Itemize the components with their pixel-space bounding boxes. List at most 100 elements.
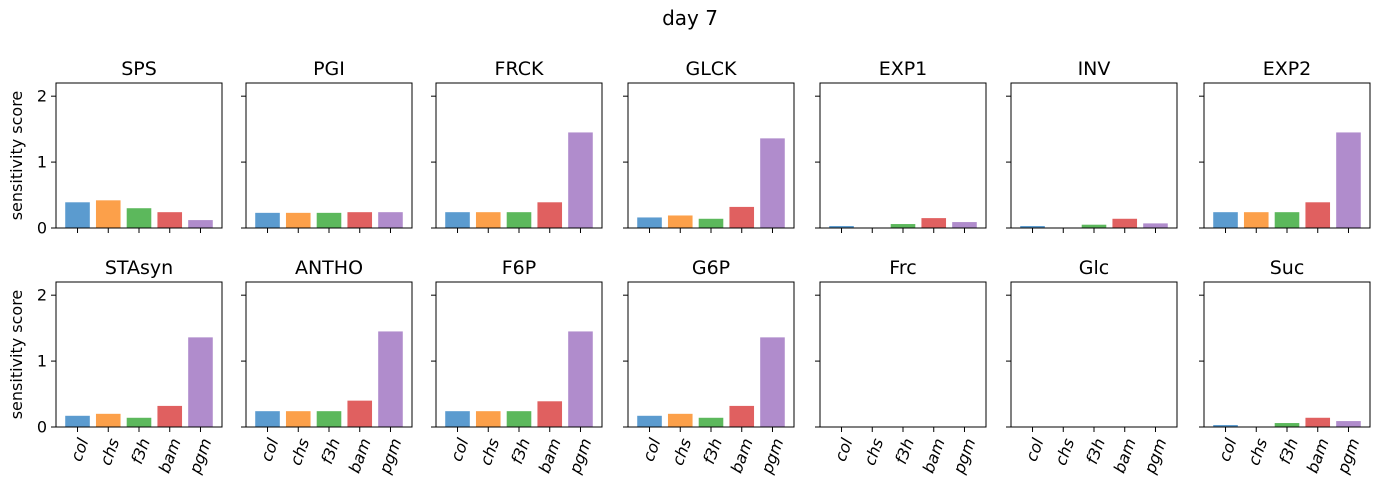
- bar-chs: [95, 413, 121, 427]
- y-tick-label: 0: [37, 219, 47, 238]
- bar-col: [255, 212, 280, 228]
- bar-pgm: [1143, 223, 1168, 228]
- bar-chs: [475, 212, 501, 228]
- x-tick-label: f3h: [891, 436, 918, 467]
- x-tick-label: f3h: [699, 436, 726, 467]
- panel-antho: ANTHO col chs f3h bam pgm: [241, 257, 413, 477]
- axes-frame: [627, 281, 795, 428]
- x-tick-label: col: [67, 435, 93, 464]
- panel-suc: Suc col chs f3h bam pgm: [1199, 257, 1371, 477]
- panel-title: GLCK: [685, 58, 737, 80]
- y-axis-label: sensitivity score: [7, 91, 26, 221]
- bar-pgm: [188, 220, 213, 228]
- y-tick-label: 1: [37, 352, 47, 371]
- x-tick-label: f3h: [1275, 436, 1302, 467]
- bar-f3h: [506, 212, 532, 228]
- x-tick-label: pgm: [757, 436, 787, 477]
- bar-pgm: [378, 212, 403, 228]
- x-tick-label: chs: [286, 436, 313, 468]
- panel-title: INV: [1078, 58, 1111, 80]
- y-axis-label: sensitivity score: [7, 290, 26, 420]
- x-tick-label: col: [1022, 435, 1048, 464]
- x-tick-label: f3h: [127, 436, 154, 467]
- x-tick-label: pgm: [1333, 436, 1363, 477]
- bar-f3h: [1081, 224, 1107, 228]
- bar-col: [255, 411, 280, 427]
- panel-exp2: EXP2: [1199, 58, 1371, 233]
- bar-col: [637, 415, 662, 427]
- x-tick-label: f3h: [507, 436, 534, 467]
- panel-inv: INV: [1006, 58, 1178, 233]
- x-tick-label: col: [1215, 435, 1241, 464]
- bar-chs: [1243, 212, 1269, 228]
- bar-col: [1213, 212, 1238, 228]
- axes-frame: [435, 281, 603, 428]
- panel-g6p: G6P col chs f3h bam pgm: [623, 257, 795, 477]
- x-tick-label: chs: [860, 436, 887, 468]
- bar-col: [1213, 425, 1238, 427]
- panel-exp1: EXP1: [815, 58, 987, 233]
- x-tick-label: bam: [155, 436, 185, 476]
- panel-title: Glc: [1079, 257, 1109, 279]
- bar-f3h: [126, 208, 152, 228]
- bar-col: [445, 212, 470, 228]
- x-tick-label: chs: [476, 436, 503, 468]
- bar-col: [637, 217, 662, 228]
- bar-f3h: [126, 417, 152, 427]
- panel-frc: Frc col chs f3h bam pgm: [815, 257, 987, 477]
- panel-title: FRCK: [495, 58, 544, 80]
- bar-bam: [157, 212, 183, 228]
- x-tick-label: bam: [1110, 436, 1140, 476]
- bar-bam: [1112, 218, 1138, 228]
- y-tick-label: 2: [37, 286, 47, 305]
- x-tick-label: col: [831, 435, 857, 464]
- y-tick-label: 0: [37, 418, 47, 437]
- bar-bam: [1305, 417, 1331, 427]
- bar-f3h: [698, 218, 724, 228]
- axes-frame: [55, 82, 223, 229]
- axes-frame: [1010, 281, 1178, 428]
- bar-pgm: [568, 132, 593, 228]
- axes-frame: [1203, 82, 1371, 229]
- x-tick-label: f3h: [317, 436, 344, 467]
- bar-f3h: [316, 212, 342, 228]
- x-tick-label: bam: [1303, 436, 1333, 476]
- panel-glck: GLCK: [623, 58, 795, 233]
- bar-pgm: [760, 337, 785, 427]
- x-tick-label: pgm: [565, 436, 595, 477]
- bar-bam: [537, 202, 563, 228]
- panel-frck: FRCK: [431, 58, 603, 233]
- x-tick-label: chs: [668, 436, 695, 468]
- x-tick-label: col: [447, 435, 473, 464]
- bar-pgm: [1336, 421, 1361, 427]
- axes-frame: [245, 82, 413, 229]
- panel-glc: Glc col chs f3h bam pgm: [1006, 257, 1178, 477]
- axes-frame: [1010, 82, 1178, 229]
- x-tick-label: col: [639, 435, 665, 464]
- bar-chs: [667, 413, 693, 427]
- axes-frame: [245, 281, 413, 428]
- axes-frame: [55, 281, 223, 428]
- axes-frame: [819, 82, 987, 229]
- bar-pgm: [568, 331, 593, 427]
- bar-pgm: [952, 222, 977, 228]
- panel-title: Suc: [1270, 257, 1305, 279]
- bar-chs: [667, 215, 693, 228]
- bar-pgm: [378, 331, 403, 427]
- y-tick-label: 2: [37, 87, 47, 106]
- panel-title: EXP1: [879, 58, 928, 80]
- panel-stasyn: STAsyn col chs f3h bam pgm 0 1 2 sensitivity scor…: [7, 257, 223, 477]
- bar-col: [445, 411, 470, 427]
- x-tick-label: pgm: [1140, 436, 1170, 477]
- axes-frame: [627, 82, 795, 229]
- x-tick-label: f3h: [1082, 436, 1109, 467]
- bar-bam: [157, 405, 183, 427]
- panel-f6p: F6P col chs f3h bam pgm: [431, 257, 603, 477]
- bar-bam: [729, 206, 755, 228]
- bar-f3h: [890, 224, 916, 228]
- bar-pgm: [188, 337, 213, 427]
- x-tick-label: pgm: [185, 436, 215, 477]
- bar-f3h: [698, 417, 724, 427]
- bar-pgm: [1336, 132, 1361, 228]
- bar-col: [65, 415, 90, 427]
